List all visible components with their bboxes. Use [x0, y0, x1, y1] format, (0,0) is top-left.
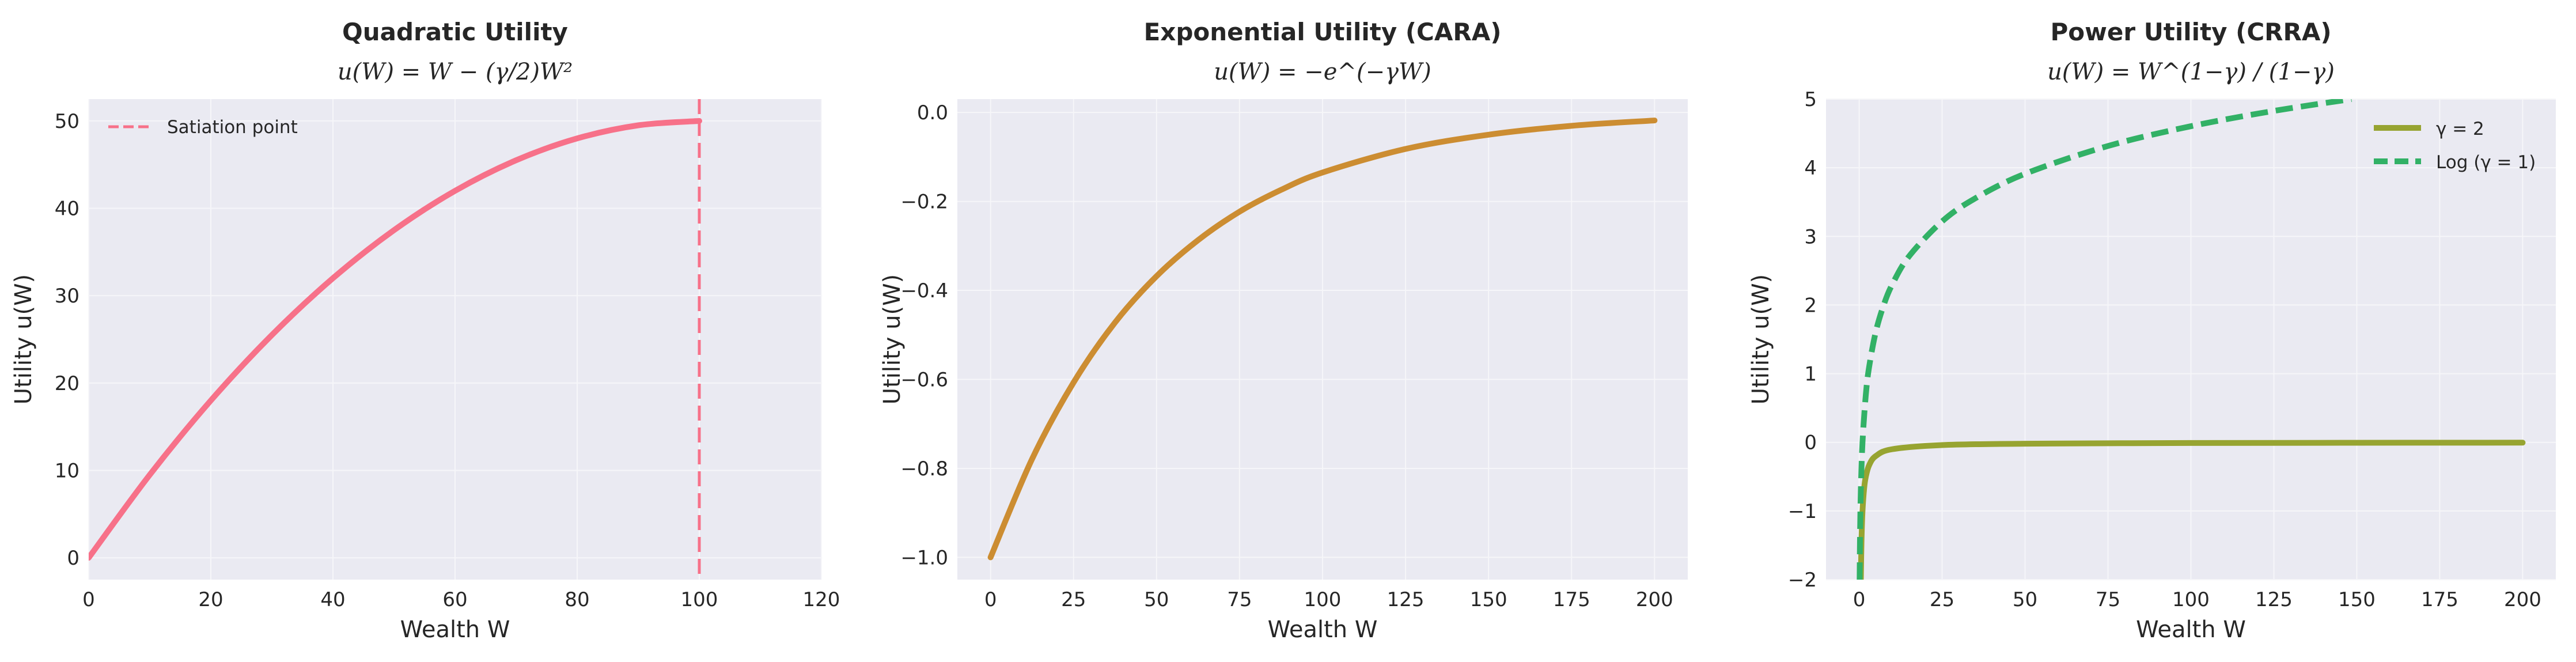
x-tick-label: 175 [1553, 588, 1590, 611]
y-tick-label: −0.8 [900, 457, 948, 481]
y-axis-label: Utility u(W) [10, 274, 37, 404]
series-line-1 [987, 118, 1658, 561]
x-tick-label: 25 [1061, 588, 1086, 611]
y-tick-label: 20 [55, 372, 79, 395]
legend-label: γ = 2 [2436, 119, 2484, 139]
y-tick-label: 30 [55, 285, 79, 308]
x-tick-label: 200 [2504, 588, 2541, 611]
y-tick-label: 4 [1804, 157, 1817, 180]
chart-formula: u(W) = W^(1−γ) / (1−γ) [2047, 59, 2335, 85]
y-tick-label: 10 [55, 459, 79, 482]
y-tick-label: −1.0 [900, 546, 948, 569]
x-tick-label: 200 [1636, 588, 1673, 611]
y-tick-label: 0.0 [917, 101, 948, 124]
legend-label: Log (γ = 1) [2436, 152, 2536, 173]
y-tick-label: 40 [55, 198, 79, 221]
x-tick-label: 25 [1930, 588, 1954, 611]
x-tick-label: 120 [803, 588, 840, 611]
legend: γ = 2 Log (γ = 1) [2374, 119, 2536, 173]
x-tick-label: 100 [1304, 588, 1342, 611]
x-tick-label: 125 [1387, 588, 1425, 611]
plot-lines [1857, 99, 2526, 580]
x-tick-label: 150 [1470, 588, 1507, 611]
y-tick-label: 3 [1804, 225, 1817, 248]
y-axis-label: Utility u(W) [1748, 274, 1774, 404]
chart-2: 0 25 50 75 100 125 150 175 200 −1.0 −0.8 −0.6 −0.4 −0… [879, 18, 1688, 643]
y-tick-label: −0.6 [900, 369, 948, 392]
x-tick-label: 75 [1227, 588, 1252, 611]
chart-formula: u(W) = W − (γ/2)W² [338, 59, 573, 85]
y-tick-label: −0.2 [900, 191, 948, 214]
chart-title: Exponential Utility (CARA) [1144, 18, 1502, 46]
series-line-2 [1857, 99, 2352, 580]
series-line-1 [89, 118, 702, 561]
x-tick-label: 0 [82, 588, 95, 611]
x-tick-label: 40 [320, 588, 345, 611]
y-tick-label: 2 [1804, 294, 1817, 317]
y-tick-label: 0 [67, 547, 79, 570]
x-tick-label: 100 [2172, 588, 2210, 611]
y-tick-label: −0.4 [900, 279, 948, 302]
x-tick-label: 80 [565, 588, 589, 611]
x-tick-label: 0 [1853, 588, 1866, 611]
x-tick-label: 100 [681, 588, 718, 611]
chart-1: 0 20 40 60 80 100 120 0 10 20 30 40 50 Quadratic Util… [10, 18, 840, 643]
chart-formula: u(W) = −e^(−γW) [1214, 59, 1431, 85]
chart-title: Power Utility (CRRA) [2050, 18, 2331, 46]
y-tick-label: −2 [1788, 569, 1817, 592]
chart-title: Quadratic Utility [342, 18, 568, 46]
plot-lines [89, 99, 702, 580]
y-tick-label: 0 [1804, 432, 1817, 455]
x-tick-label: 0 [984, 588, 997, 611]
y-tick-label: 1 [1804, 363, 1817, 386]
x-tick-label: 125 [2255, 588, 2293, 611]
x-axis-label: Wealth W [400, 616, 510, 643]
legend: Satiation point [108, 117, 298, 138]
x-tick-label: 150 [2338, 588, 2376, 611]
plot-lines [987, 118, 1658, 561]
y-tick-label: 5 [1804, 88, 1817, 111]
y-axis-label: Utility u(W) [879, 274, 906, 404]
x-tick-label: 75 [2096, 588, 2120, 611]
y-tick-label: −1 [1788, 500, 1817, 523]
legend-label: Satiation point [167, 117, 298, 138]
chart-3: 0 25 50 75 100 125 150 175 200 −2 −1 0 1 2 3 4 5 Power Ut… [1748, 18, 2556, 643]
x-tick-label: 60 [442, 588, 467, 611]
x-tick-label: 175 [2421, 588, 2458, 611]
y-tick-label: 50 [55, 110, 79, 133]
x-tick-label: 50 [2013, 588, 2037, 611]
x-tick-label: 50 [1144, 588, 1169, 611]
x-axis-label: Wealth W [2136, 616, 2246, 643]
x-tick-label: 20 [198, 588, 223, 611]
x-axis-label: Wealth W [1268, 616, 1378, 643]
